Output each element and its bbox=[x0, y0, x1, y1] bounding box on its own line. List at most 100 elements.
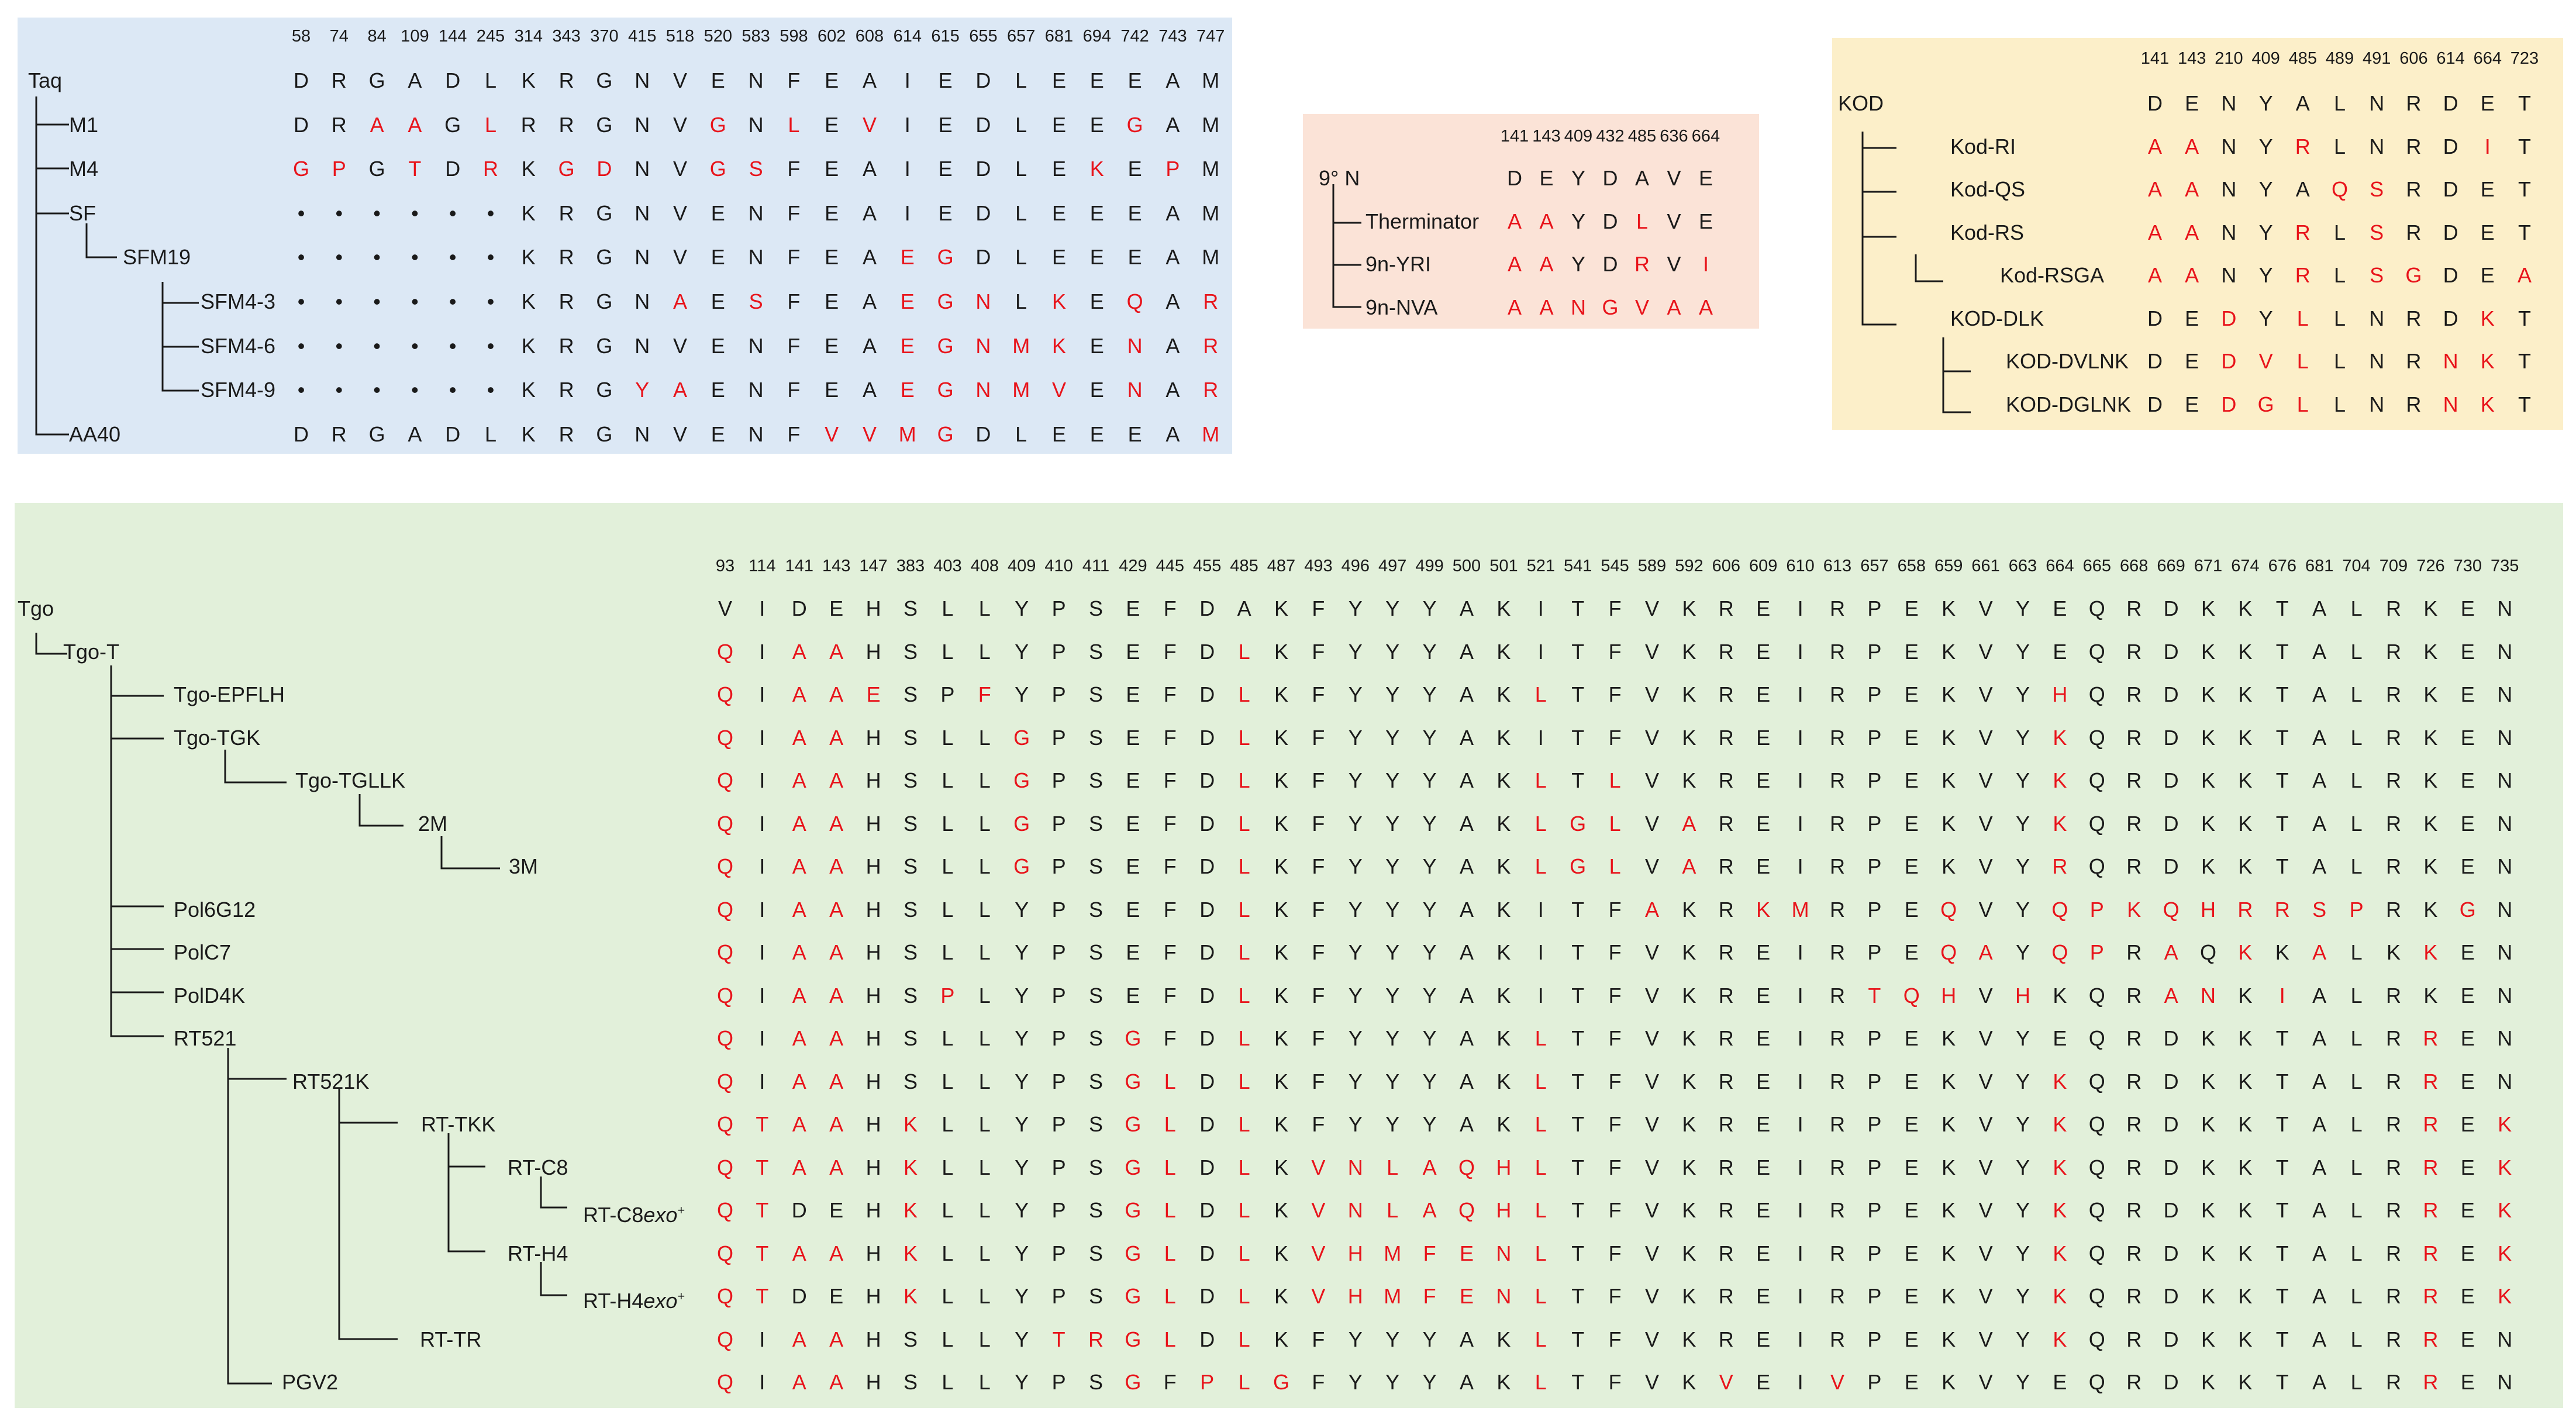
tgo-residue: A bbox=[792, 768, 806, 792]
tgo-residue: N bbox=[2497, 1370, 2513, 1394]
tgo-residue: D bbox=[1199, 811, 1215, 836]
taq-residue: D bbox=[975, 68, 991, 92]
tgo-residue: F bbox=[1163, 596, 1177, 620]
tgo-residue: N bbox=[2497, 639, 2513, 664]
tgo-residue: P bbox=[1867, 682, 1882, 706]
tgo-residue: A bbox=[792, 940, 806, 964]
kod-residue: R bbox=[2406, 220, 2422, 244]
kod-residue: T bbox=[2518, 177, 2531, 201]
tgo-residue: A bbox=[1644, 897, 1659, 922]
taq-position-694: 694 bbox=[1082, 27, 1111, 46]
tgo-residue: F bbox=[1312, 1327, 1325, 1351]
ninen-residue: D bbox=[1602, 166, 1618, 190]
tgo-residue: V bbox=[1644, 725, 1659, 750]
kod-residue: N bbox=[2369, 306, 2385, 330]
tgo-residue: K bbox=[2238, 725, 2253, 750]
tgo-position-681: 681 bbox=[2305, 557, 2334, 575]
taq-residue: A bbox=[370, 112, 384, 137]
tgo-residue: R bbox=[2386, 768, 2401, 792]
tgo-residue: R bbox=[2386, 983, 2401, 1008]
tgo-residue: A bbox=[829, 854, 844, 878]
tgo-residue: L bbox=[1534, 1327, 1547, 1351]
kod-residue: A bbox=[2147, 134, 2162, 158]
tgo-residue: L bbox=[2350, 1198, 2363, 1222]
tgo-residue: K bbox=[903, 1112, 918, 1136]
tgo-residue: L bbox=[942, 1112, 954, 1136]
tgo-residue: F bbox=[1312, 854, 1325, 878]
tgo-residue: K bbox=[2201, 1284, 2215, 1308]
kod-residue: N bbox=[2443, 392, 2458, 416]
taq-residue: P bbox=[332, 157, 346, 181]
tgo-residue: Q bbox=[2199, 940, 2216, 964]
tgo-residue: R bbox=[2126, 768, 2142, 792]
tgo-residue: A bbox=[2312, 1198, 2327, 1222]
taq-residue: • bbox=[373, 333, 381, 358]
taq-residue: A bbox=[1165, 201, 1180, 225]
kod-residue: L bbox=[2333, 392, 2346, 416]
taq-residue: A bbox=[673, 289, 687, 313]
tgo-residue: I bbox=[1797, 1370, 1803, 1394]
tgo-residue: K bbox=[2238, 768, 2253, 792]
kod-residue: N bbox=[2221, 134, 2237, 158]
tgo-residue: A bbox=[792, 1327, 806, 1351]
tgo-residue: Q bbox=[716, 811, 733, 836]
tgo-residue: R bbox=[1718, 1155, 1734, 1179]
tgo-residue: K bbox=[2238, 983, 2253, 1008]
tgo-position-735: 735 bbox=[2490, 557, 2519, 575]
tgo-residue: N bbox=[2497, 940, 2513, 964]
tgo-residue: K bbox=[2238, 639, 2253, 664]
tgo-residue: A bbox=[792, 725, 806, 750]
ninen-position-141: 141 bbox=[1500, 127, 1529, 146]
tgo-residue: R bbox=[1830, 682, 1845, 706]
taq-residue: F bbox=[787, 68, 801, 92]
tgo-residue: T bbox=[2275, 1370, 2289, 1394]
taq-tree bbox=[35, 96, 199, 436]
tgo-residue: L bbox=[2350, 682, 2363, 706]
taq-residue: D bbox=[975, 422, 991, 446]
tgo-residue: L bbox=[2350, 854, 2363, 878]
tgo-residue: R bbox=[2274, 897, 2290, 922]
kod-residue: A bbox=[2147, 220, 2162, 244]
tgo-residue: K bbox=[1942, 1284, 1956, 1308]
taq-residue: • bbox=[297, 245, 305, 270]
tgo-residue: R bbox=[2126, 596, 2142, 620]
tgo-residue: A bbox=[1459, 1069, 1474, 1093]
tgo-residue: P bbox=[1051, 768, 1066, 792]
tgo-residue: T bbox=[2275, 725, 2289, 750]
tgo-residue: R bbox=[2386, 897, 2401, 922]
tgo-residue: G bbox=[1570, 811, 1587, 836]
tgo-residue: R bbox=[2386, 596, 2401, 620]
taq-position-743: 743 bbox=[1158, 27, 1187, 46]
kod-residue: K bbox=[2480, 306, 2495, 330]
taq-residue: N bbox=[748, 112, 764, 137]
tgo-residue: E bbox=[1756, 1026, 1771, 1050]
tgo-residue: Y bbox=[1422, 639, 1437, 664]
tgo-residue: A bbox=[1459, 1026, 1474, 1050]
tgo-residue: R bbox=[2423, 1112, 2439, 1136]
taq-residue: E bbox=[1089, 68, 1104, 92]
taq-residue: E bbox=[1051, 112, 1066, 137]
tgo-residue: Y bbox=[2015, 768, 2030, 792]
tgo-residue: L bbox=[1164, 1198, 1176, 1222]
tgo-residue: Y bbox=[1385, 983, 1400, 1008]
tgo-residue: R bbox=[2423, 1198, 2439, 1222]
taq-residue: F bbox=[787, 289, 801, 313]
tgo-residue: N bbox=[2497, 897, 2513, 922]
tgo-residue: K bbox=[2386, 940, 2401, 964]
tgo-residue: D bbox=[1199, 1026, 1215, 1050]
tgo-residue: R bbox=[2386, 682, 2401, 706]
tgo-residue: L bbox=[1238, 682, 1250, 706]
taq-position-58: 58 bbox=[291, 27, 311, 46]
tgo-residue: L bbox=[2350, 1112, 2363, 1136]
tgo-residue: E bbox=[1904, 639, 1919, 664]
tgo-residue: R bbox=[1718, 1069, 1734, 1093]
tgo-residue: E bbox=[1126, 983, 1140, 1008]
tgo-residue: V bbox=[1978, 897, 1993, 922]
tgo-residue: S bbox=[903, 983, 918, 1008]
taq-residue: • bbox=[449, 245, 457, 270]
tgo-residue: L bbox=[1238, 854, 1250, 878]
tgo-residue: Y bbox=[1385, 897, 1400, 922]
tgo-residue: T bbox=[1571, 768, 1585, 792]
tgo-residue: L bbox=[942, 1370, 954, 1394]
tgo-residue: R bbox=[1718, 854, 1734, 878]
